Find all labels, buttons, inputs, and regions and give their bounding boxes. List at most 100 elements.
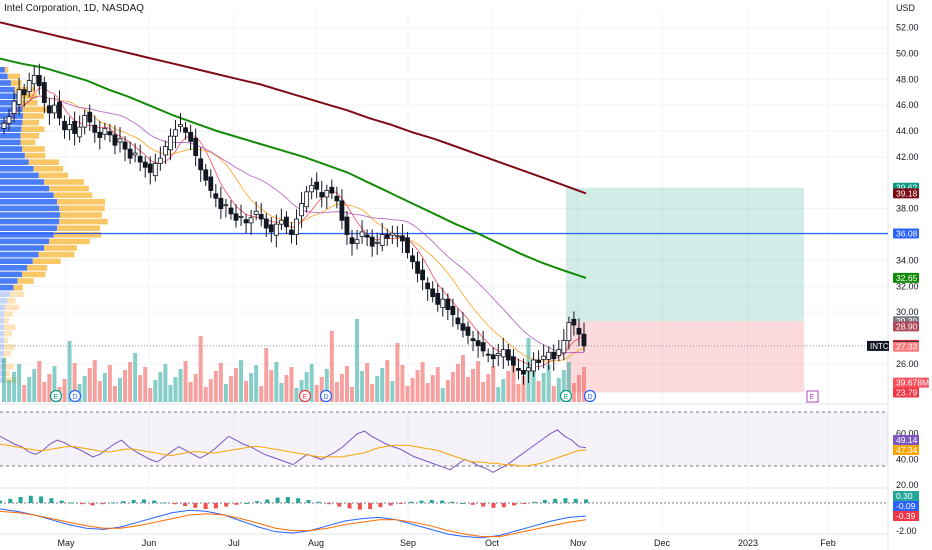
volume-bar bbox=[42, 382, 47, 402]
volume-bar bbox=[471, 369, 476, 402]
macd-histogram-bar bbox=[368, 503, 373, 509]
rsi-tick-label: 20.00 bbox=[896, 480, 919, 490]
candle-body bbox=[142, 161, 148, 168]
price-axis-badge bbox=[893, 341, 919, 352]
earnings-marker-label: E bbox=[54, 394, 59, 401]
candle-body bbox=[516, 368, 521, 371]
macd-histogram-bar bbox=[172, 503, 177, 505]
volume-bar bbox=[410, 378, 415, 402]
price-axis-badge bbox=[893, 228, 919, 239]
volume-profile-down bbox=[38, 172, 69, 179]
rsi-axis-badge bbox=[893, 445, 919, 455]
candle-body bbox=[359, 231, 365, 237]
volume-profile-up bbox=[0, 311, 4, 317]
candle-body bbox=[389, 232, 395, 236]
volume-bar bbox=[284, 375, 289, 402]
candle-body bbox=[31, 74, 37, 85]
volume-profile-up bbox=[0, 67, 5, 73]
price-axis-badge-text: 27.33 bbox=[896, 342, 918, 352]
macd-histogram-bar bbox=[224, 503, 229, 507]
macd-histogram-bar bbox=[501, 503, 506, 508]
volume-bar bbox=[2, 358, 6, 402]
volume-profile-down bbox=[20, 133, 40, 139]
volume-bar bbox=[72, 363, 77, 402]
volume-profile-down bbox=[4, 331, 12, 337]
macd-histogram-bar bbox=[357, 503, 362, 510]
currency-label: USD bbox=[896, 3, 916, 13]
price-axis-badge bbox=[893, 188, 919, 199]
candle-body bbox=[26, 80, 32, 92]
volume-profile-down bbox=[7, 298, 16, 304]
volume-profile-up bbox=[0, 278, 18, 284]
time-axis-label: Feb bbox=[820, 538, 836, 548]
volume-bar bbox=[334, 382, 339, 402]
earnings-marker bbox=[49, 389, 63, 403]
volume-bar bbox=[445, 380, 450, 402]
volume-bar bbox=[511, 363, 516, 402]
volume-profile-down bbox=[24, 152, 46, 159]
macd-histogram-bar bbox=[512, 503, 517, 506]
volume-bar bbox=[173, 377, 178, 402]
volume-profile-up bbox=[0, 185, 50, 192]
candle-body bbox=[193, 137, 199, 157]
macd-histogram-bar bbox=[573, 498, 578, 503]
time-axis-label: Oct bbox=[485, 538, 500, 548]
candle-body bbox=[46, 105, 52, 114]
dividend-marker bbox=[583, 389, 597, 403]
macd-histogram-bar bbox=[419, 500, 424, 503]
macd-histogram-bar bbox=[296, 498, 301, 503]
macd-histogram-bar bbox=[121, 501, 126, 503]
volume-bar bbox=[496, 387, 501, 402]
candle-body bbox=[157, 157, 163, 164]
volume-bar bbox=[228, 376, 233, 402]
volume-profile-up bbox=[0, 179, 45, 185]
candle-body bbox=[243, 219, 249, 224]
volume-profile-up bbox=[0, 152, 25, 159]
candle-body bbox=[57, 101, 62, 119]
volume-bar bbox=[254, 365, 259, 402]
dividend-marker bbox=[319, 389, 333, 403]
volume-profile-down bbox=[4, 337, 8, 344]
volume-bar bbox=[360, 371, 365, 402]
volume-bar bbox=[148, 388, 153, 402]
candle-body bbox=[248, 217, 254, 224]
volume-bar bbox=[37, 361, 42, 402]
volume-bar bbox=[218, 363, 223, 402]
rsi-axis-badge-text: 47.34 bbox=[896, 445, 918, 455]
volume-bar bbox=[22, 385, 27, 402]
candle-body bbox=[102, 128, 108, 135]
macd-axis-badge-text: 0.30 bbox=[896, 491, 913, 501]
macd-histogram-bar bbox=[532, 501, 537, 503]
macd-histogram-bar bbox=[285, 497, 290, 503]
volume-bar bbox=[269, 370, 274, 402]
volume-bar bbox=[450, 372, 455, 402]
macd-histogram-bar bbox=[213, 503, 218, 509]
volume-profile-up bbox=[0, 284, 14, 291]
candle-body bbox=[354, 239, 360, 244]
volume-bar bbox=[395, 343, 400, 402]
volume-profile-down bbox=[4, 324, 16, 330]
volume-bar bbox=[178, 369, 183, 402]
volume-bar bbox=[355, 319, 360, 402]
volume-bar bbox=[536, 381, 541, 402]
macd-histogram-bar bbox=[59, 500, 64, 503]
macd-histogram-bar bbox=[0, 500, 2, 503]
volume-profile-down bbox=[22, 113, 45, 119]
volume-bar bbox=[324, 369, 329, 402]
short-moving-average-line bbox=[3, 87, 585, 368]
candle-body bbox=[505, 349, 511, 361]
macd-histogram-bar bbox=[378, 503, 383, 508]
volume-profile-down bbox=[22, 146, 45, 152]
macd-histogram-bar bbox=[409, 501, 414, 503]
candle-body bbox=[132, 152, 138, 156]
macd-histogram-bar bbox=[255, 501, 260, 503]
candle-body bbox=[334, 195, 340, 202]
volume-bar bbox=[466, 377, 470, 402]
candle-body bbox=[324, 190, 330, 198]
candle-body bbox=[162, 146, 168, 156]
price-axis-badge-text: 23.79 bbox=[896, 387, 918, 397]
macd-axis-badge-text: -0.09 bbox=[896, 501, 916, 511]
candle-body bbox=[268, 224, 274, 233]
volume-profile-down bbox=[17, 278, 34, 284]
